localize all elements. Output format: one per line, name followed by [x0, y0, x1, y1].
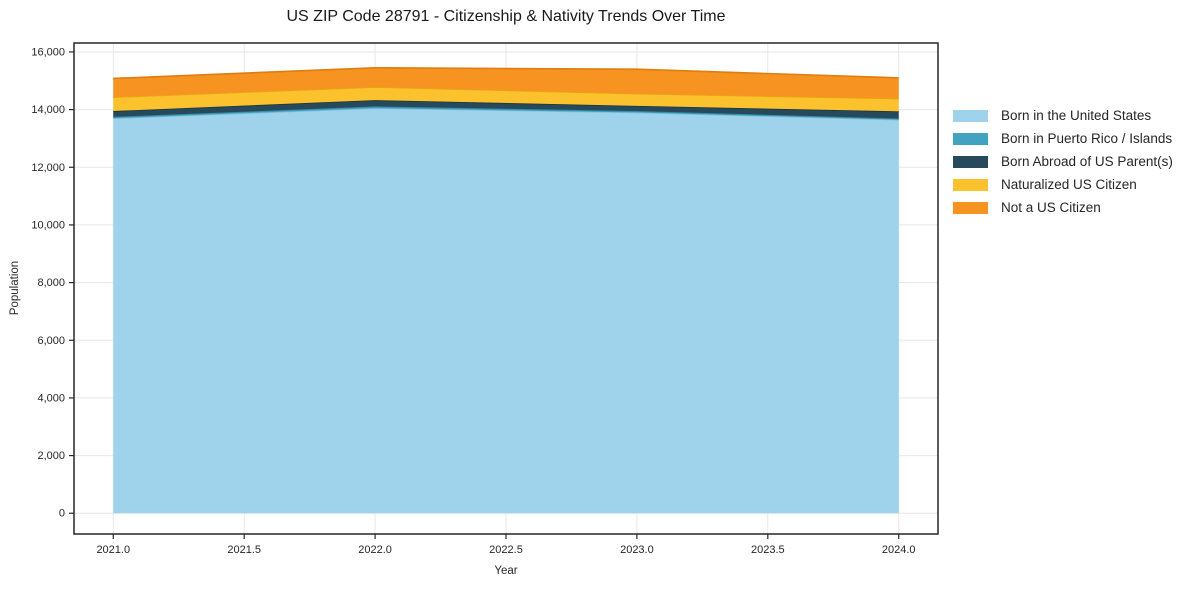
x-tick-label: 2021.0	[96, 544, 130, 556]
x-tick-label: 2022.5	[489, 544, 523, 556]
legend: Born in the United States Born in Puerto …	[953, 104, 1173, 219]
legend-label: Naturalized US Citizen	[1001, 177, 1137, 192]
y-tick-label: 6,000	[37, 335, 65, 347]
legend-label: Not a US Citizen	[1001, 200, 1101, 215]
x-tick-label: 2024.0	[882, 544, 916, 556]
legend-swatch-icon	[953, 109, 988, 122]
y-tick-label: 0	[59, 508, 65, 520]
area-series-4	[113, 67, 899, 99]
legend-label: Born in the United States	[1001, 108, 1152, 123]
legend-label: Born in Puerto Rico / Islands	[1001, 131, 1173, 146]
legend-item-1: Born in Puerto Rico / Islands	[953, 127, 1173, 150]
y-tick-label: 8,000	[37, 277, 65, 289]
chart-title: US ZIP Code 28791 - Citizenship & Nativi…	[286, 8, 726, 25]
x-axis-label: Year	[494, 565, 518, 577]
y-tick-label: 16,000	[31, 46, 65, 58]
legend-item-3: Naturalized US Citizen	[953, 173, 1173, 196]
legend-swatch-icon	[953, 155, 988, 168]
legend-item-2: Born Abroad of US Parent(s)	[953, 150, 1173, 173]
x-tick-label: 2022.0	[358, 544, 392, 556]
legend-swatch-icon	[953, 178, 988, 191]
x-tick-label: 2023.0	[620, 544, 654, 556]
legend-item-4: Not a US Citizen	[953, 196, 1173, 219]
x-tick-label: 2021.5	[227, 544, 261, 556]
area-series-0	[113, 108, 899, 514]
legend-swatch-icon	[953, 132, 988, 145]
y-tick-label: 12,000	[31, 162, 65, 174]
x-tick-label: 2023.5	[751, 544, 785, 556]
y-tick-label: 14,000	[31, 104, 65, 116]
legend-item-0: Born in the United States	[953, 104, 1173, 127]
area-series-3	[113, 87, 899, 112]
y-tick-label: 2,000	[37, 450, 65, 462]
area-series-4-edge	[113, 66, 899, 80]
legend-swatch-icon	[953, 201, 988, 214]
area-series-2	[113, 100, 899, 119]
legend-label: Born Abroad of US Parent(s)	[1001, 154, 1173, 169]
y-tick-label: 10,000	[31, 219, 65, 231]
y-tick-label: 4,000	[37, 392, 65, 404]
